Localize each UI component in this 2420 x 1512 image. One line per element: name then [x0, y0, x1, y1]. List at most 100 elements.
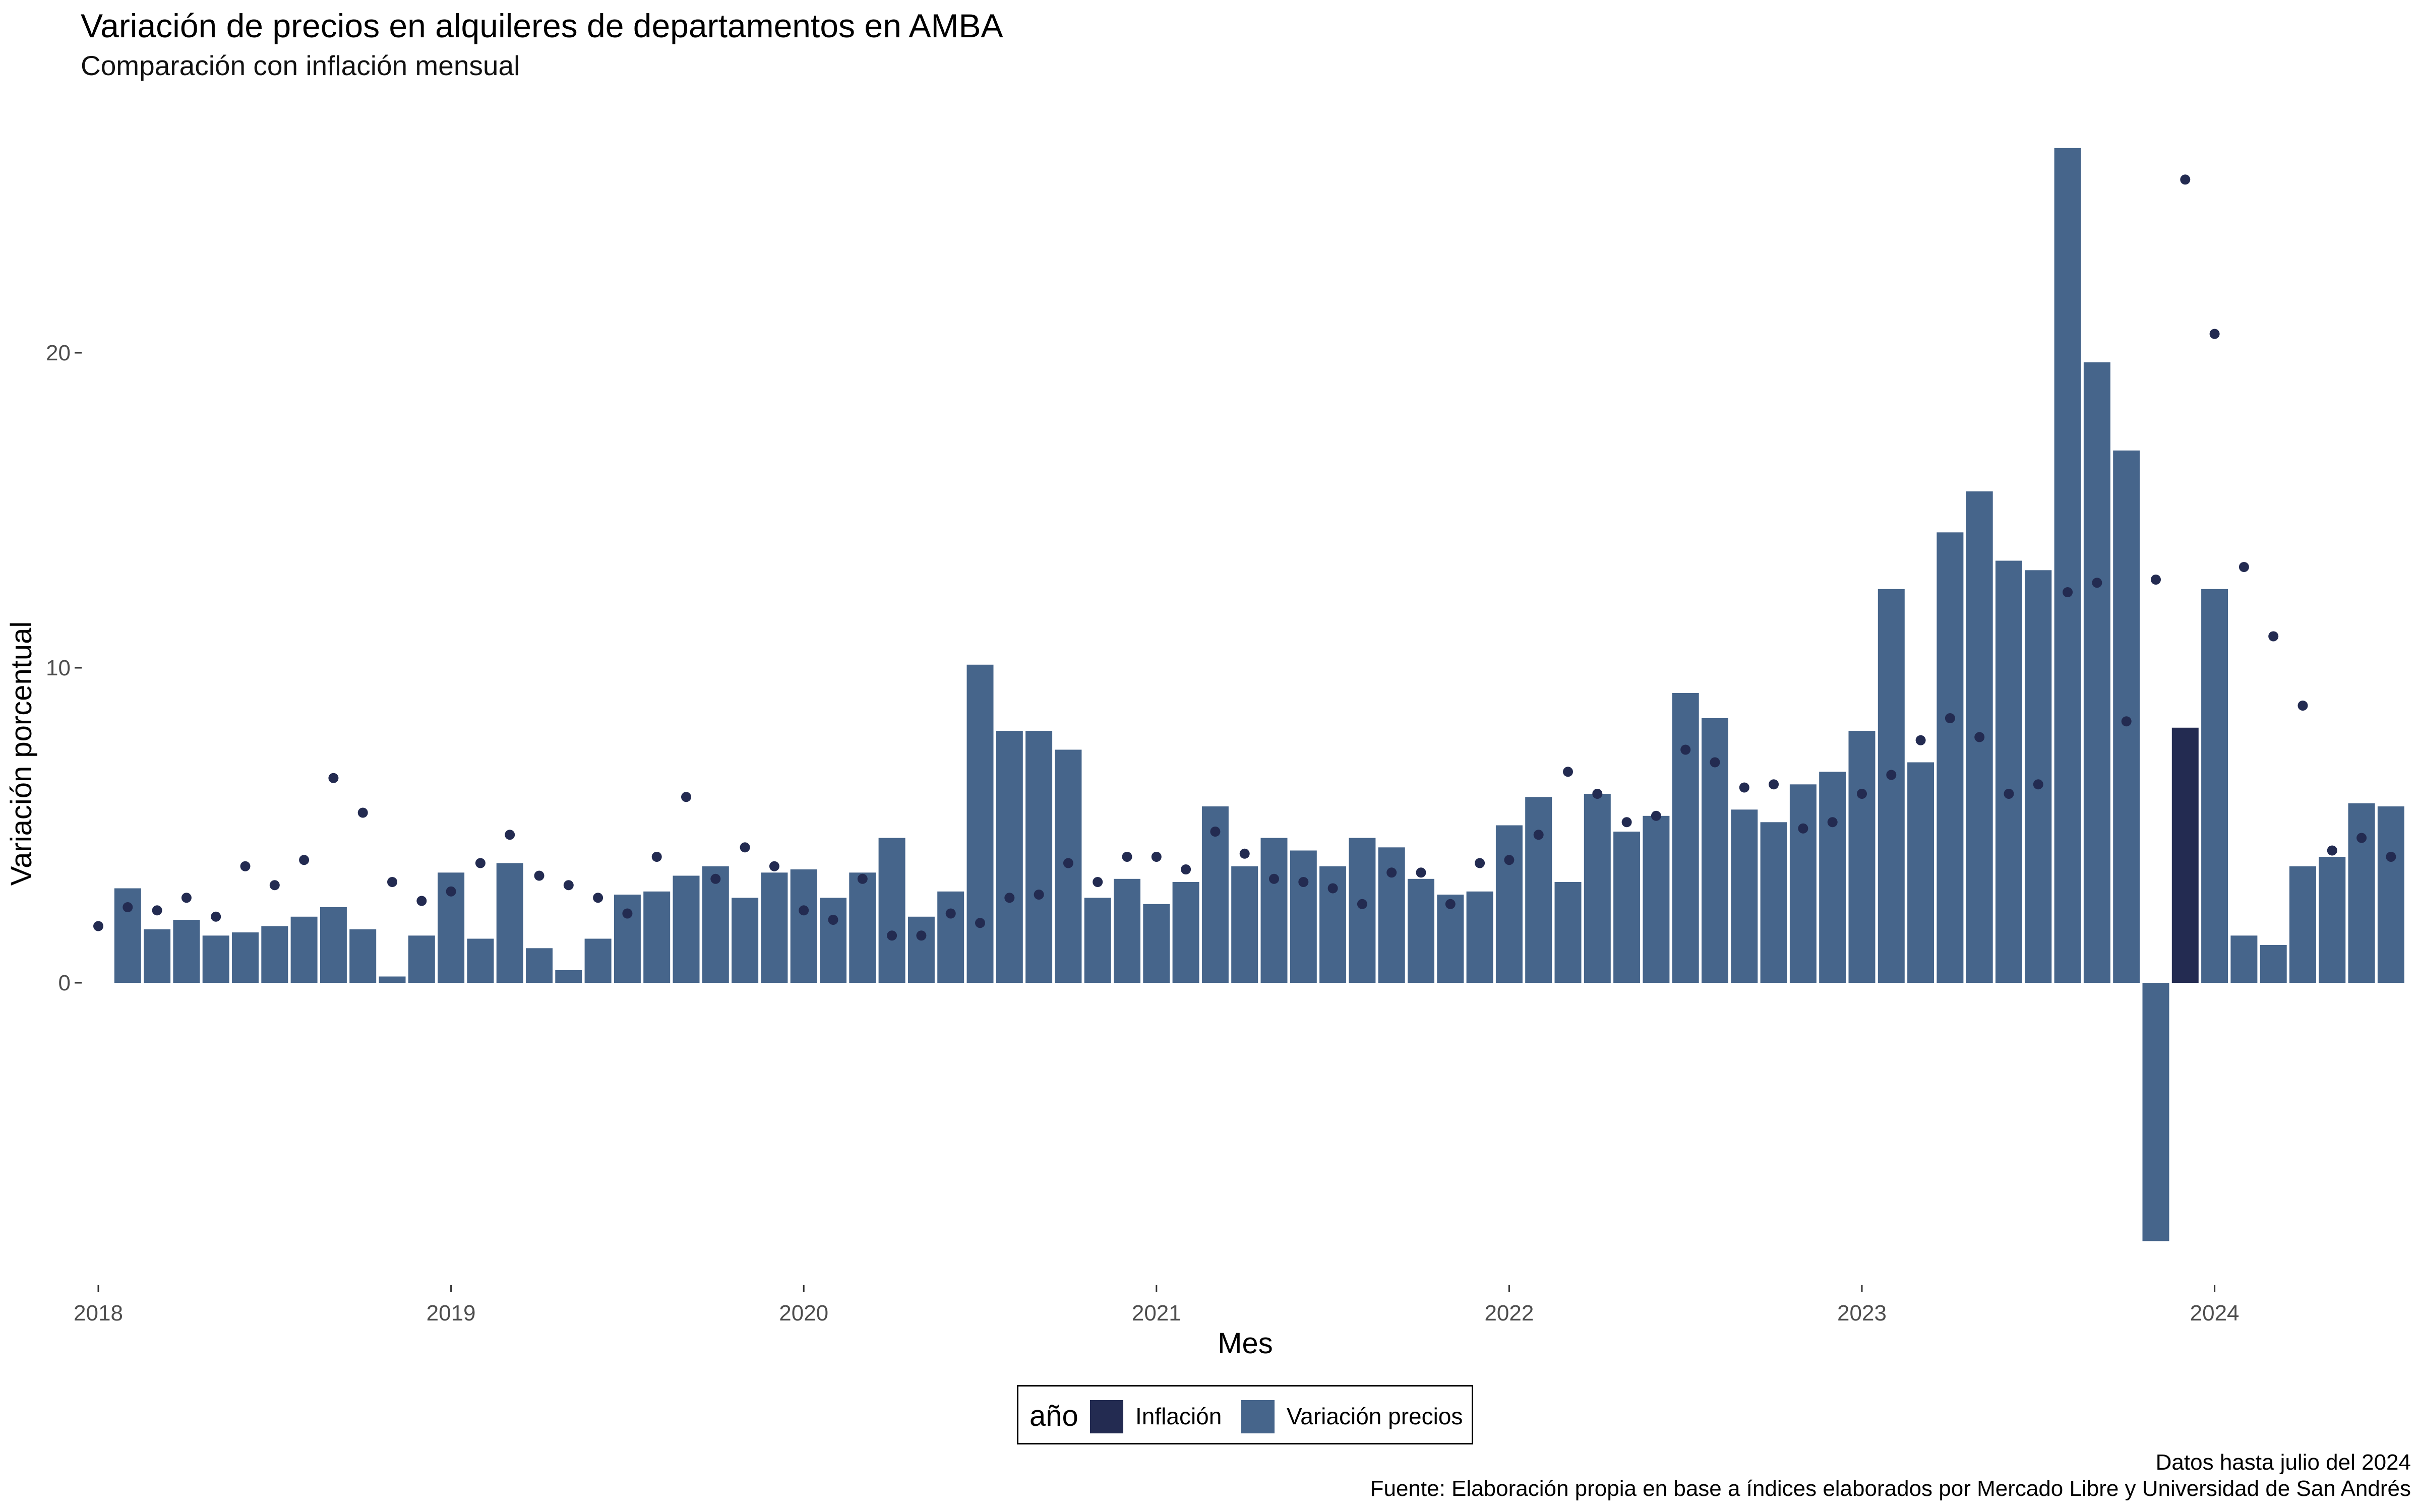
point-2020-10	[1063, 858, 1073, 868]
bar-2018-07	[261, 926, 288, 983]
point-2020-09	[1034, 890, 1044, 900]
bar-2022-04	[1584, 794, 1611, 983]
bar-2021-04	[1231, 866, 1258, 983]
bar-2018-09	[320, 907, 347, 983]
caption-source: Fuente: Elaboración propia en base a índ…	[1370, 1476, 2411, 1501]
x-tick-label: 2022	[1484, 1301, 1534, 1326]
bar-2018-12	[408, 935, 435, 983]
point-2020-11	[1093, 877, 1103, 887]
bar-2024-04	[2289, 866, 2316, 983]
point-2019-12	[769, 861, 779, 871]
x-axis-title: Mes	[1218, 1327, 1273, 1360]
y-axis: 0 10 20	[46, 341, 82, 995]
bar-2020-03	[849, 872, 876, 983]
point-2021-03	[1210, 827, 1221, 837]
legend-title: año	[1030, 1400, 1078, 1432]
point-2022-06	[1651, 810, 1661, 821]
bar-2022-10	[1760, 822, 1787, 983]
bar-2018-05	[202, 935, 229, 983]
bar-2019-06	[584, 938, 612, 983]
bar-2024-06	[2348, 803, 2375, 983]
bar-2021-10	[1408, 878, 1434, 983]
bar-2021-12	[1466, 891, 1493, 983]
point-2019-09	[681, 792, 691, 802]
point-2020-01	[799, 905, 809, 916]
point-2020-03	[857, 873, 868, 884]
point-2021-07	[1327, 883, 1338, 894]
bar-2021-08	[1349, 838, 1376, 983]
point-2024-02	[2238, 562, 2249, 572]
bar-2022-01	[1495, 825, 1523, 983]
x-tick-label: 2024	[2190, 1301, 2240, 1326]
point-2020-12	[1122, 852, 1132, 862]
bar-2020-12	[1114, 878, 1140, 983]
point-2021-08	[1357, 899, 1367, 909]
point-2020-05	[916, 930, 927, 941]
point-2018-09	[328, 773, 339, 783]
bar-2019-10	[702, 866, 729, 983]
point-2019-04	[534, 870, 544, 881]
point-2022-11	[1798, 823, 1808, 834]
legend-key-variacion-precios	[1241, 1400, 1275, 1433]
point-2018-03	[152, 905, 162, 916]
bar-2018-11	[379, 976, 406, 983]
point-2019-06	[593, 893, 603, 903]
point-2021-10	[1416, 867, 1426, 878]
bar-2021-05	[1260, 838, 1288, 983]
point-2021-05	[1269, 873, 1279, 884]
bar-2023-08	[2054, 148, 2081, 983]
point-2023-04	[1945, 713, 1955, 723]
point-2023-09	[2092, 578, 2102, 588]
bar-2019-08	[643, 891, 671, 983]
point-2021-04	[1239, 848, 1250, 859]
point-2023-06	[2004, 789, 2014, 799]
point-2022-01	[1504, 855, 1515, 865]
points-layer	[93, 174, 2396, 941]
point-2021-02	[1181, 864, 1191, 874]
point-2022-02	[1533, 830, 1544, 840]
point-2023-05	[1974, 732, 1985, 742]
point-2018-08	[299, 855, 310, 865]
bar-2020-05	[908, 916, 935, 983]
bar-2023-09	[2083, 362, 2110, 983]
point-2020-04	[887, 930, 897, 941]
chart-area: 0 10 20 2018 2019 2020 2021 2022 2023 2024 Mes V…	[5, 148, 2404, 1360]
bar-2024-03	[2260, 945, 2287, 983]
bar-2018-04	[173, 920, 200, 983]
point-2024-05	[2327, 845, 2337, 856]
point-2021-01	[1151, 852, 1162, 862]
y-tick-label: 0	[58, 971, 71, 995]
bar-2019-09	[673, 875, 700, 983]
point-2021-06	[1298, 877, 1309, 887]
point-2024-01	[2209, 329, 2220, 339]
point-2023-01	[1857, 789, 1867, 799]
bar-2020-01	[790, 869, 817, 983]
point-2019-08	[651, 852, 662, 862]
bar-2023-04	[1937, 532, 1964, 983]
point-2024-06	[2356, 833, 2367, 843]
bar-2020-02	[820, 898, 846, 983]
bar-2018-06	[232, 932, 259, 983]
chart-title: Variación de precios en alquileres de de…	[81, 7, 1003, 44]
bar-2023-01	[1848, 731, 1876, 983]
point-2019-10	[710, 873, 721, 884]
bar-2024-01	[2201, 589, 2228, 983]
point-2018-05	[211, 911, 221, 922]
point-2023-12	[2180, 174, 2191, 185]
point-2023-03	[1915, 735, 1926, 745]
bar-2019-05	[555, 970, 582, 983]
point-2023-07	[2033, 779, 2043, 790]
point-2020-06	[945, 908, 956, 919]
bar-2019-03	[496, 863, 523, 983]
legend-key-inflacion	[1090, 1400, 1123, 1433]
bar-2022-11	[1789, 784, 1817, 983]
bar-2023-03	[1907, 762, 1934, 983]
bar-2023-06	[1995, 560, 2022, 983]
point-2023-08	[2063, 587, 2073, 597]
bar-2022-02	[1525, 797, 1552, 983]
point-2018-12	[416, 896, 427, 906]
point-2022-04	[1592, 789, 1603, 799]
bar-2021-02	[1172, 882, 1199, 983]
bar-2021-06	[1290, 850, 1317, 983]
bar-2021-01	[1143, 904, 1170, 983]
